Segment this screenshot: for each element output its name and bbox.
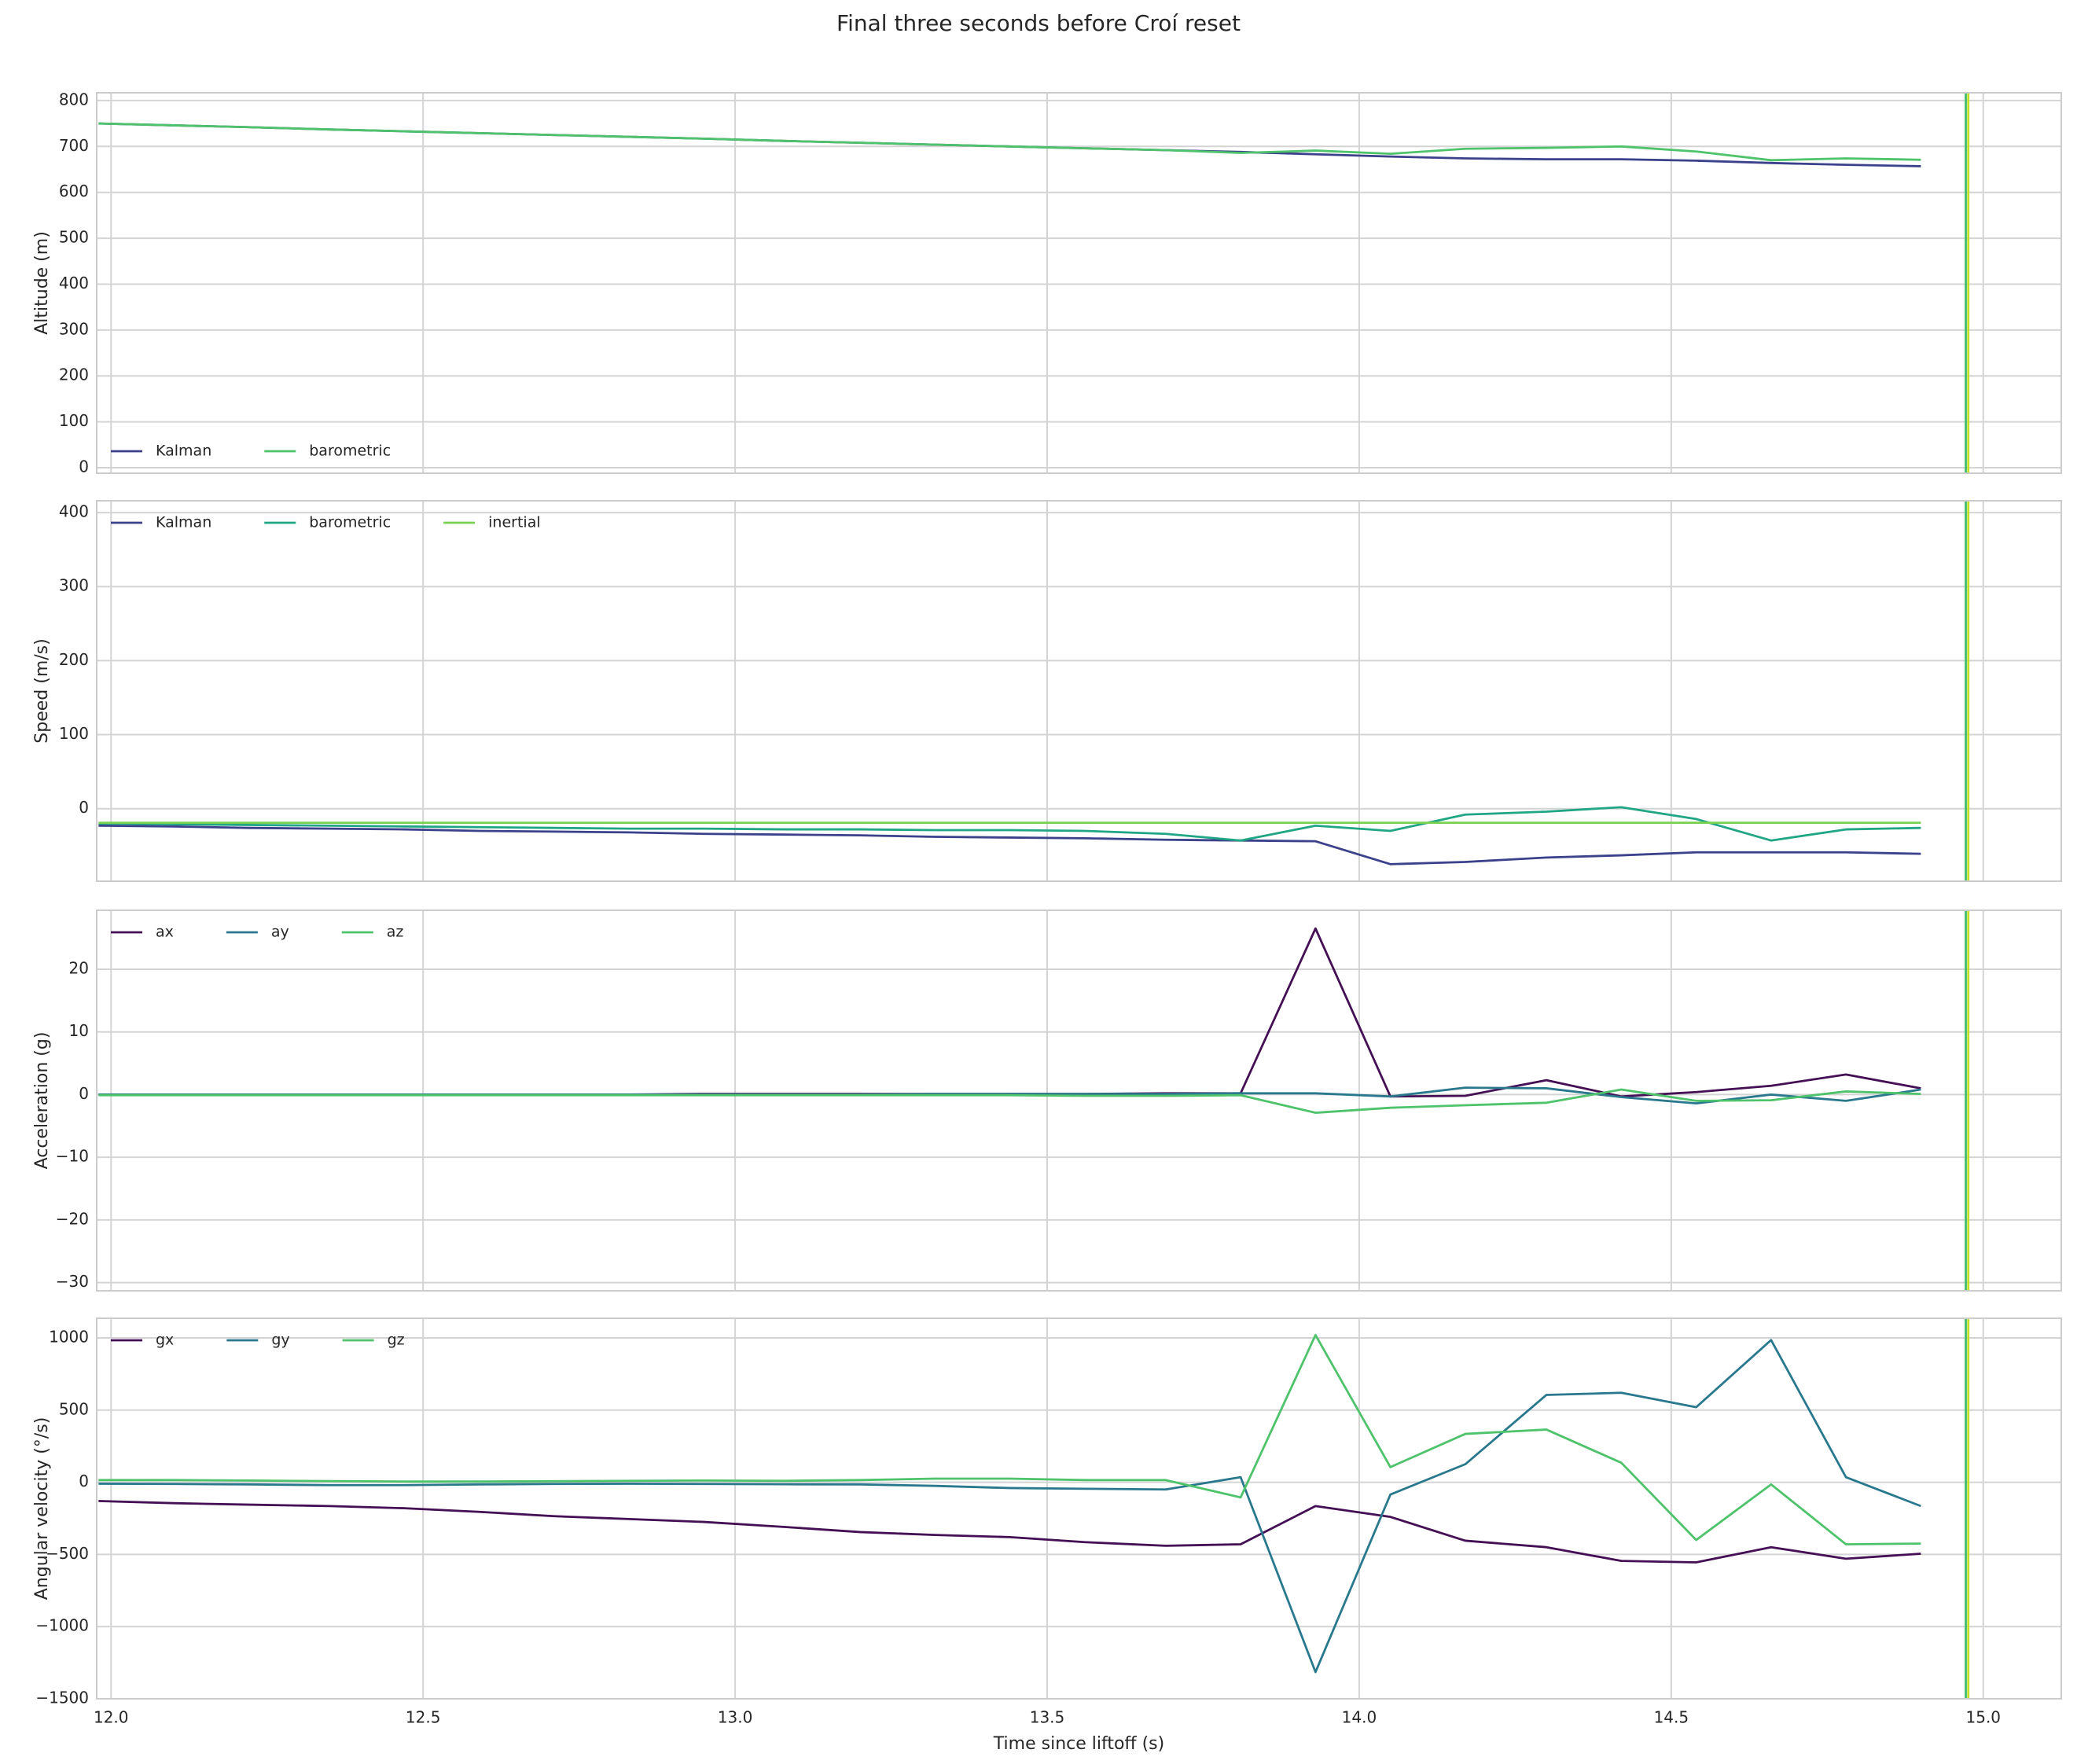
y-tick-label: −500 (46, 1544, 89, 1563)
x-tick-label: 12.5 (406, 1708, 441, 1727)
legend-label: Kalman (156, 443, 211, 460)
legend-label: ax (156, 924, 174, 941)
figure-title: Final three seconds before Croí reset (836, 10, 1241, 36)
legend: Kalman barometric inertial (111, 514, 541, 531)
y-tick-label: 800 (59, 90, 89, 108)
plot-area (97, 93, 2061, 473)
x-tick-label: 13.5 (1030, 1708, 1065, 1727)
plot-frame (96, 500, 2062, 882)
plot-frame (96, 92, 2062, 474)
y-axis-label: Speed (m/s) (32, 638, 52, 743)
y-tick-label: 100 (59, 724, 89, 743)
legend: Kalman barometric (111, 443, 391, 460)
y-tick-label: 100 (59, 411, 89, 430)
x-axis-label: Time since liftoff (s) (993, 1734, 1164, 1754)
y-tick-label: 700 (59, 136, 89, 155)
y-axis-label: Angular velocity (°/s) (32, 1417, 52, 1600)
y-tick-label: −1000 (35, 1616, 89, 1635)
legend-label: barometric (309, 443, 391, 460)
plot-frame (96, 1317, 2062, 1700)
y-tick-label: 1000 (49, 1327, 89, 1346)
legend-label: az (387, 924, 404, 941)
y-tick-label: −30 (56, 1272, 89, 1291)
series-line (98, 1339, 1921, 1674)
y-tick-label: 0 (79, 457, 89, 476)
series-line (98, 824, 1921, 865)
y-tick-label: 0 (79, 1472, 89, 1490)
y-tick-label: 0 (79, 798, 89, 817)
legend-label: gx (156, 1332, 174, 1349)
y-tick-label: 0 (79, 1084, 89, 1103)
y-axis-label: Acceleration (g) (32, 1032, 52, 1170)
legend: ax ay az (111, 924, 403, 941)
subplot: 0 100 200 300 400 500 600 700 800 Altitude (m) Kal… (32, 90, 2062, 476)
subplot: 12.0 12.5 13.0 13.5 14.0 14.5 15.0 −1500 −1000 −5… (32, 1317, 2062, 1754)
x-tick-label: 13.0 (718, 1708, 753, 1727)
y-tick-label: −10 (56, 1147, 89, 1166)
y-tick-label: 600 (59, 182, 89, 200)
legend: gx gy gz (111, 1332, 405, 1349)
legend-label: gy (271, 1332, 289, 1349)
y-axis-label: Altitude (m) (32, 231, 52, 335)
x-tick-label: 14.0 (1342, 1708, 1377, 1727)
x-tick-label: 14.5 (1654, 1708, 1689, 1727)
y-tick-label: 10 (69, 1021, 89, 1040)
y-tick-label: −1500 (35, 1689, 89, 1707)
y-tick-label: 20 (69, 958, 89, 977)
y-tick-label: 500 (59, 228, 89, 247)
legend-label: barometric (309, 514, 391, 531)
y-tick-label: 400 (59, 502, 89, 521)
subplot: 0 100 200 300 400 Speed (m/s) Kalman barometric… (32, 500, 2062, 882)
x-tick-label: 12.0 (94, 1708, 129, 1727)
subplot: −30 −20 −10 0 10 20 Acceleration (g) ax ay az (32, 910, 2062, 1292)
legend-label: gz (388, 1332, 405, 1349)
series-line (98, 1088, 1921, 1114)
legend-label: ay (271, 924, 289, 941)
y-tick-label: −20 (56, 1209, 89, 1228)
series-line (98, 1333, 1921, 1545)
series-line (98, 806, 1921, 842)
y-tick-label: 200 (59, 650, 89, 669)
y-tick-label: 300 (59, 576, 89, 595)
legend-label: Kalman (156, 514, 211, 531)
legend-label: inertial (488, 514, 540, 531)
plot-frame (96, 910, 2062, 1292)
y-tick-label: 200 (59, 366, 89, 384)
x-tick-label: 15.0 (1966, 1708, 2002, 1727)
y-tick-label: 500 (59, 1399, 89, 1418)
plot-area (97, 501, 2061, 881)
series-line (98, 122, 1921, 162)
y-tick-label: 400 (59, 274, 89, 292)
series-line (98, 1500, 1921, 1564)
y-tick-label: 300 (59, 319, 89, 338)
